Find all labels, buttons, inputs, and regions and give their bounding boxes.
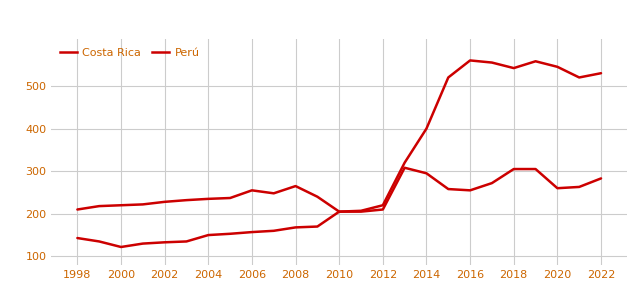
Costa Rica (357, 209, 365, 213)
Perú (554, 186, 561, 190)
Perú (248, 230, 256, 234)
Perú (401, 166, 408, 169)
Costa Rica (422, 127, 430, 130)
Perú (422, 172, 430, 175)
Costa Rica (161, 200, 168, 204)
Perú (117, 245, 125, 249)
Perú (379, 208, 387, 211)
Line: Costa Rica: Costa Rica (77, 61, 601, 212)
Costa Rica (467, 59, 474, 62)
Perú (292, 225, 300, 229)
Perú (335, 210, 343, 213)
Costa Rica (95, 204, 103, 208)
Costa Rica (182, 198, 190, 202)
Perú (182, 240, 190, 243)
Costa Rica (597, 71, 605, 75)
Costa Rica (117, 203, 125, 207)
Costa Rica (227, 196, 234, 200)
Perú (161, 240, 168, 244)
Legend: Costa Rica, Perú: Costa Rica, Perú (57, 45, 203, 61)
Costa Rica (139, 203, 147, 206)
Perú (575, 185, 583, 189)
Costa Rica (444, 76, 452, 79)
Costa Rica (532, 60, 540, 63)
Costa Rica (335, 210, 343, 213)
Perú (227, 232, 234, 236)
Costa Rica (74, 208, 81, 211)
Text: Comparativa de la evolución de Salario Mínimo Dólares de Perú vs Costa Rica: Comparativa de la evolución de Salario M… (0, 5, 640, 22)
Perú (597, 177, 605, 180)
Costa Rica (401, 161, 408, 164)
Costa Rica (554, 65, 561, 69)
Perú (139, 242, 147, 245)
Perú (270, 229, 278, 233)
Costa Rica (488, 61, 496, 64)
Costa Rica (248, 188, 256, 192)
Costa Rica (575, 76, 583, 79)
Costa Rica (314, 195, 321, 199)
Costa Rica (292, 184, 300, 188)
Costa Rica (510, 66, 518, 70)
Perú (74, 236, 81, 240)
Perú (357, 210, 365, 213)
Line: Perú: Perú (77, 168, 601, 247)
Costa Rica (379, 203, 387, 207)
Perú (532, 167, 540, 171)
Perú (95, 240, 103, 243)
Perú (488, 181, 496, 185)
Costa Rica (270, 191, 278, 195)
Perú (444, 187, 452, 191)
Perú (467, 188, 474, 192)
Costa Rica (204, 197, 212, 201)
Perú (510, 167, 518, 171)
Perú (314, 225, 321, 228)
Perú (204, 233, 212, 237)
